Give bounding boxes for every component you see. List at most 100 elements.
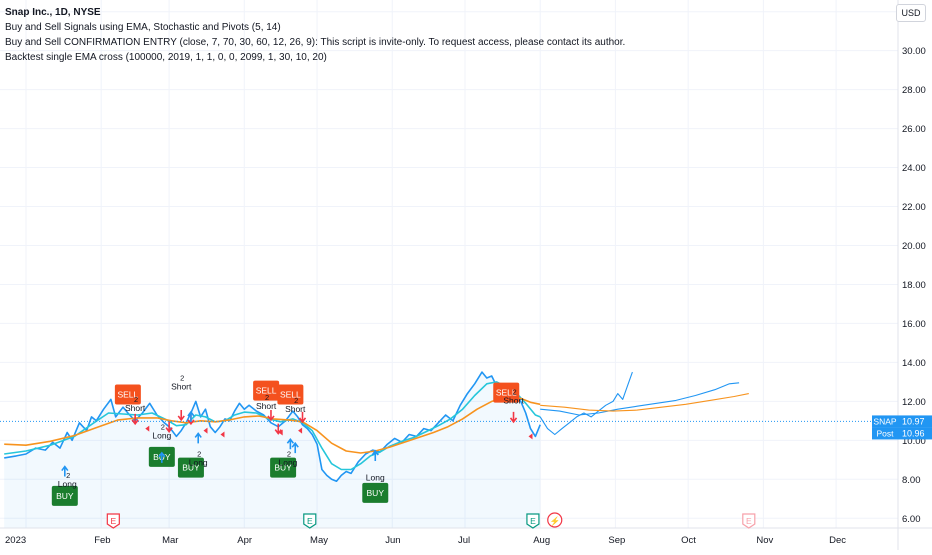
buy-label[interactable]: BUY (177, 457, 204, 478)
long-label-text: Long (366, 472, 385, 482)
y-tick-label: 22.00 (902, 202, 926, 213)
down-arrow-marker (267, 409, 275, 422)
earnings-event-marker[interactable]: ⚡ (547, 512, 563, 528)
exit-marker (220, 431, 225, 438)
sell-label-box (493, 382, 520, 403)
down-arrow-marker (131, 413, 139, 426)
x-tick-label: May (310, 535, 328, 546)
long-label-text: Long (189, 458, 208, 468)
y-tick-label: 28.00 (902, 85, 926, 96)
series-line-projection[interactable] (540, 382, 740, 416)
y-tick-label: 12.00 (902, 397, 926, 408)
down-arrow-marker (509, 411, 518, 424)
up-arrow-marker (194, 432, 202, 444)
event-badge (526, 513, 540, 529)
event-circle (547, 512, 563, 528)
y-tick-label: 10.00 (902, 436, 926, 447)
y-tick-label: 26.00 (902, 124, 926, 135)
x-tick-label: 2023 (5, 535, 26, 546)
price-area-fill (4, 372, 541, 528)
price-tag-label: Post (876, 428, 894, 438)
sell-label-text: SELL (496, 388, 517, 398)
sell-label-text: SELL (117, 390, 138, 400)
indicator-legend-1[interactable]: Buy and Sell Signals using EMA, Stochast… (5, 22, 281, 33)
long-label[interactable]: Long (366, 472, 385, 482)
up-arrow-marker (371, 449, 379, 461)
earnings-event-marker[interactable]: E (303, 513, 317, 529)
y-tick-label: 14.00 (902, 358, 926, 369)
short-size-text: 2 (512, 387, 516, 396)
exit-marker (203, 427, 208, 434)
price-area (4, 372, 541, 528)
y-tick-label: 30.00 (902, 46, 926, 57)
earnings-event-marker[interactable]: E (526, 513, 540, 529)
y-tick-label: 6.00 (902, 514, 921, 525)
price-tag-label-bg (872, 427, 898, 440)
buy-label[interactable]: BUY (362, 482, 389, 503)
buy-label-box (362, 482, 389, 503)
sell-label[interactable]: SELL (277, 384, 304, 405)
event-badge (303, 513, 317, 529)
short-label-text: Short (256, 401, 277, 411)
down-arrow-marker (177, 409, 185, 422)
exit-marker (145, 425, 150, 432)
x-tick-label: Dec (829, 535, 846, 546)
event-markers[interactable]: E E E ⚡ E (106, 512, 756, 529)
series-line-projection[interactable] (540, 393, 749, 412)
series-line-projection[interactable] (539, 371, 633, 436)
y-tick-label: 16.00 (902, 319, 926, 330)
series-line-ema_fast[interactable] (4, 381, 541, 471)
indicator-legend-3[interactable]: Backtest single EMA cross (100000, 2019,… (5, 52, 327, 63)
sell-label[interactable]: SELL (493, 382, 520, 403)
symbol-title[interactable]: Snap Inc., 1D, NYSE (5, 7, 101, 18)
event-label: E (110, 516, 116, 526)
short-size-text: 2 (265, 393, 269, 402)
indicator-legend-2[interactable]: Buy and Sell CONFIRMATION ENTRY (close, … (5, 37, 626, 48)
sell-label-box (114, 384, 141, 405)
sell-label-text: SELL (280, 390, 301, 400)
earnings-event-marker[interactable]: E (106, 513, 120, 529)
price-tag-value: 10.97 (902, 416, 925, 426)
buy-label-box (270, 457, 297, 478)
series-line-price[interactable] (4, 371, 541, 482)
long-size-text: 2 (197, 450, 201, 459)
long-size-text: 2 (66, 471, 70, 480)
sell-label[interactable]: SELL (253, 380, 280, 401)
buy-label-text: BUY (367, 488, 385, 498)
event-label: E (746, 516, 752, 526)
y-tick-label: 8.00 (902, 475, 921, 486)
short-size-text: 2 (180, 374, 184, 383)
sell-label[interactable]: SELL (114, 384, 141, 405)
sell-label-box (253, 380, 280, 401)
event-label: E (530, 516, 536, 526)
x-tick-label: Feb (94, 535, 110, 546)
price-tag: Post 10.96 (872, 427, 932, 440)
down-arrow-marker (298, 411, 307, 424)
buy-label-box (177, 457, 204, 478)
buy-label[interactable]: BUY (51, 485, 78, 506)
buy-label[interactable]: BUY (270, 457, 297, 478)
x-tick-label: Jun (385, 535, 400, 546)
down-arrow-marker (274, 423, 282, 435)
x-tick-label: Apr (237, 535, 252, 546)
sell-label-box (277, 384, 304, 405)
currency-button[interactable]: USD (896, 4, 926, 22)
short-label-text: Short (285, 404, 306, 414)
buy-label-text: BUY (274, 463, 292, 473)
long-size-text: 2 (287, 450, 291, 459)
earnings-event-marker[interactable]: E (742, 513, 756, 529)
price-tag-label-bg (872, 415, 898, 428)
x-tick-label: Mar (162, 535, 178, 546)
